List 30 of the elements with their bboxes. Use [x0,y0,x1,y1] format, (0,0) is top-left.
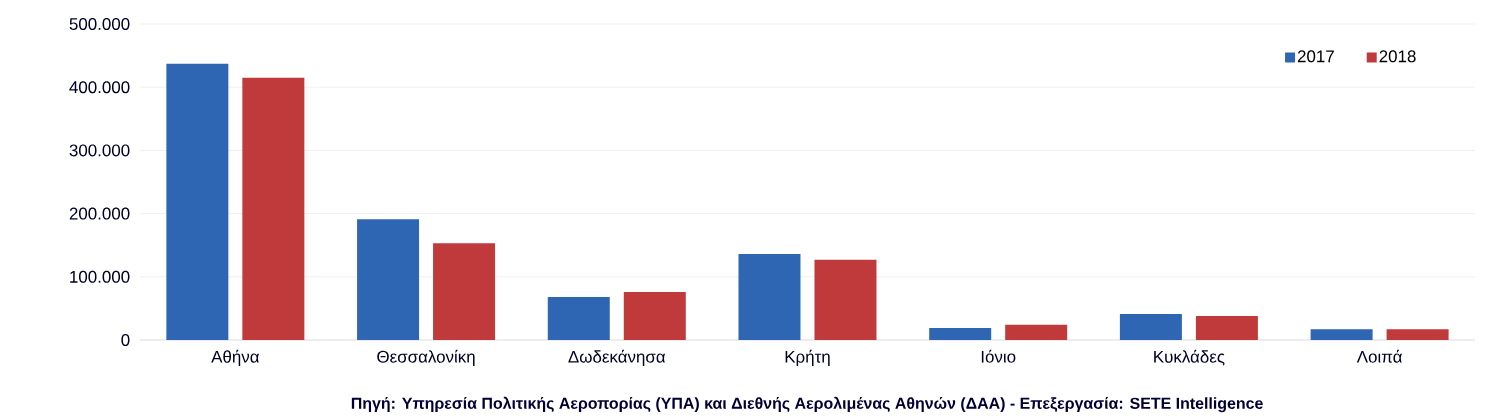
bar [547,297,610,340]
bar [1310,329,1373,340]
x-tick-label: Κυκλάδες [1154,349,1225,366]
x-tick-label: Δωδεκάνησα [568,349,666,367]
bar [1119,314,1182,340]
bar [623,291,686,340]
bar [166,63,229,340]
y-tick-label: 300.000 [69,144,130,157]
bar [1195,315,1258,340]
x-tick-label: Αθήνα [211,349,260,367]
y-tick-label: 200.000 [69,207,130,220]
x-tick-label: Θεσσαλονίκη [377,349,475,367]
x-tick-label: Λοιπά [1356,349,1402,363]
bar [814,259,877,340]
legend-label: 2017 [1297,50,1334,63]
y-tick-label: 100.000 [70,270,130,283]
x-tick-label: Ιόνιο [981,349,1016,363]
legend-label: 2018 [1379,50,1416,63]
bar [1005,324,1068,340]
text: Πηγή: Υπηρεσία Πολιτικής Αεροπορίας (ΥΠΑ) και Διεθνής Αερολιμένας Αθηνών (ΔΑΑ) - Επεξεργασία: SETE Intelligence [351,396,1263,413]
bar [1386,329,1449,340]
bar [242,77,305,340]
bar [433,243,496,340]
bar [357,219,420,340]
bar [929,327,992,340]
y-tick-label: 400.000 [69,81,130,94]
y-tick-label: 0 [121,334,130,346]
y-tick-label: 500.000 [69,18,130,30]
x-tick-label: Κρήτη [785,349,830,367]
bar [738,254,801,340]
